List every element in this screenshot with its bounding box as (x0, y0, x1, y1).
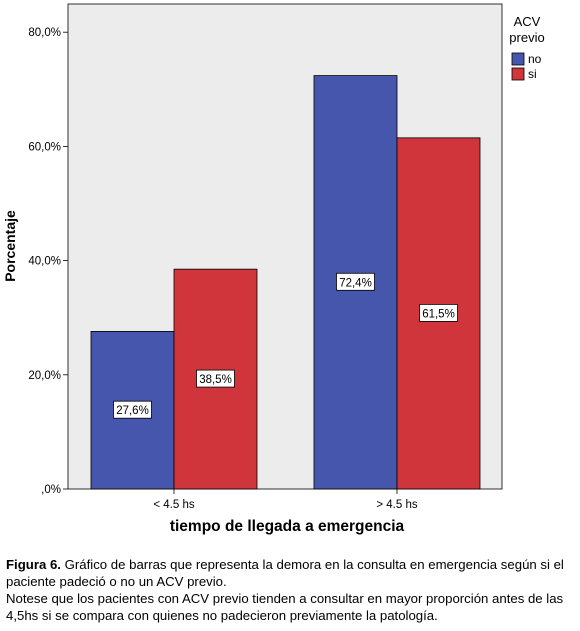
legend-swatch-si (511, 67, 525, 81)
bar-labels: 27,6% 72,4% 38,5% 61,5% (113, 272, 458, 419)
data-label-box (196, 369, 235, 388)
data-label: 61,5% (422, 308, 455, 320)
x-axis-label: tiempo de llegada a emergencia (170, 518, 405, 535)
y-tick-label: 20,0% (28, 370, 61, 382)
legend-label-no: no (528, 52, 542, 66)
data-label: 27,6% (116, 405, 149, 417)
x-tick-label: > 4.5 hs (376, 499, 417, 511)
y-axis: ,0% 20,0% 40,0% 60,0% 80,0% (28, 27, 68, 496)
caption-line2: Notese que los pacientes con ACV previo … (6, 591, 564, 623)
y-axis-label: Porcentaje (2, 210, 18, 282)
data-label: 38,5% (199, 374, 232, 386)
caption-lead: Figura 6. (6, 557, 61, 572)
data-label-box (419, 304, 458, 322)
data-label-box (113, 400, 152, 419)
bars (90, 75, 481, 490)
data-label: 72,4% (339, 277, 372, 289)
y-tick-label: 60,0% (28, 141, 61, 153)
bar-chart: ,0% 20,0% 40,0% 60,0% 80,0% 27,6% 72,4% 38,5% 6… (2, 3, 545, 535)
y-tick-label: 80,0% (28, 27, 61, 39)
legend-label-si: si (528, 67, 537, 81)
x-tick-label: < 4.5 hs (153, 499, 194, 511)
legend-swatch-no (511, 52, 525, 66)
y-tick-label: ,0% (41, 484, 61, 496)
y-tick-label: 40,0% (28, 256, 61, 268)
data-label-box (336, 272, 375, 291)
caption-line1: Gráfico de barras que representa la demo… (6, 557, 564, 589)
legend-title-line2: previo (509, 30, 544, 45)
x-axis: < 4.5 hs > 4.5 hs (153, 489, 418, 511)
legend-title-line1: ACV (514, 14, 541, 29)
figure-caption: Figura 6. Gráfico de barras que represen… (6, 556, 576, 624)
